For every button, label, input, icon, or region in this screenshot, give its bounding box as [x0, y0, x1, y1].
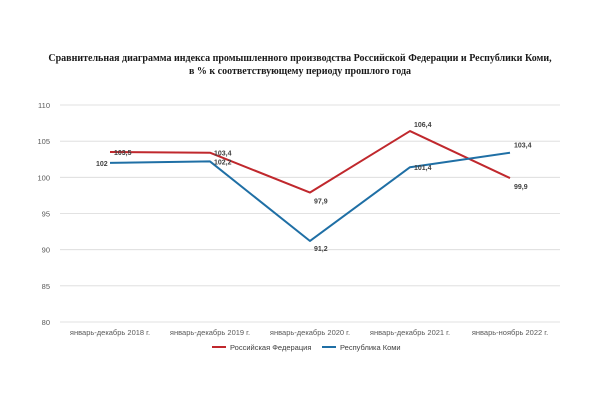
data-label: 99,9: [514, 184, 528, 191]
y-tick-label: 80: [42, 318, 50, 327]
data-label: 102,2: [214, 159, 232, 166]
x-tick-label: январь-декабрь 2018 г.: [70, 328, 150, 337]
x-tick-label: январь-ноябрь 2022 г.: [472, 328, 548, 337]
data-label: 97,9: [314, 199, 328, 206]
data-label: 103,4: [514, 143, 532, 150]
series-line-1: [109, 130, 511, 194]
series-line-2: [109, 151, 511, 242]
x-tick-label: январь-декабрь 2021 г.: [370, 328, 450, 337]
chart-title-line-2: в % к соответствующему периоду прошлого …: [188, 66, 412, 77]
y-tick-label: 100: [37, 173, 50, 182]
data-label: 106,4: [414, 122, 432, 129]
data-label: 103,5: [114, 150, 132, 157]
data-label: 103,4: [214, 151, 232, 158]
legend-label-2: Республика Коми: [340, 343, 401, 352]
chart-title: Сравнительная диаграмма индекса промышле…: [0, 52, 600, 78]
x-tick-label: январь-декабрь 2019 г.: [170, 328, 250, 337]
y-tick-label: 105: [37, 137, 50, 146]
y-tick-label: 95: [42, 210, 50, 219]
chart-title-line-1: Сравнительная диаграмма индекса промышле…: [48, 53, 552, 64]
y-tick-label: 85: [42, 282, 50, 291]
x-tick-label: январь-декабрь 2020 г.: [270, 328, 350, 337]
y-tick-label: 90: [42, 246, 50, 255]
data-label: 101,4: [414, 165, 432, 172]
legend-label-1: Российская Федерация: [230, 343, 311, 352]
data-label: 91,2: [314, 246, 328, 253]
y-tick-label: 110: [38, 101, 50, 110]
data-label: 102: [96, 161, 108, 168]
